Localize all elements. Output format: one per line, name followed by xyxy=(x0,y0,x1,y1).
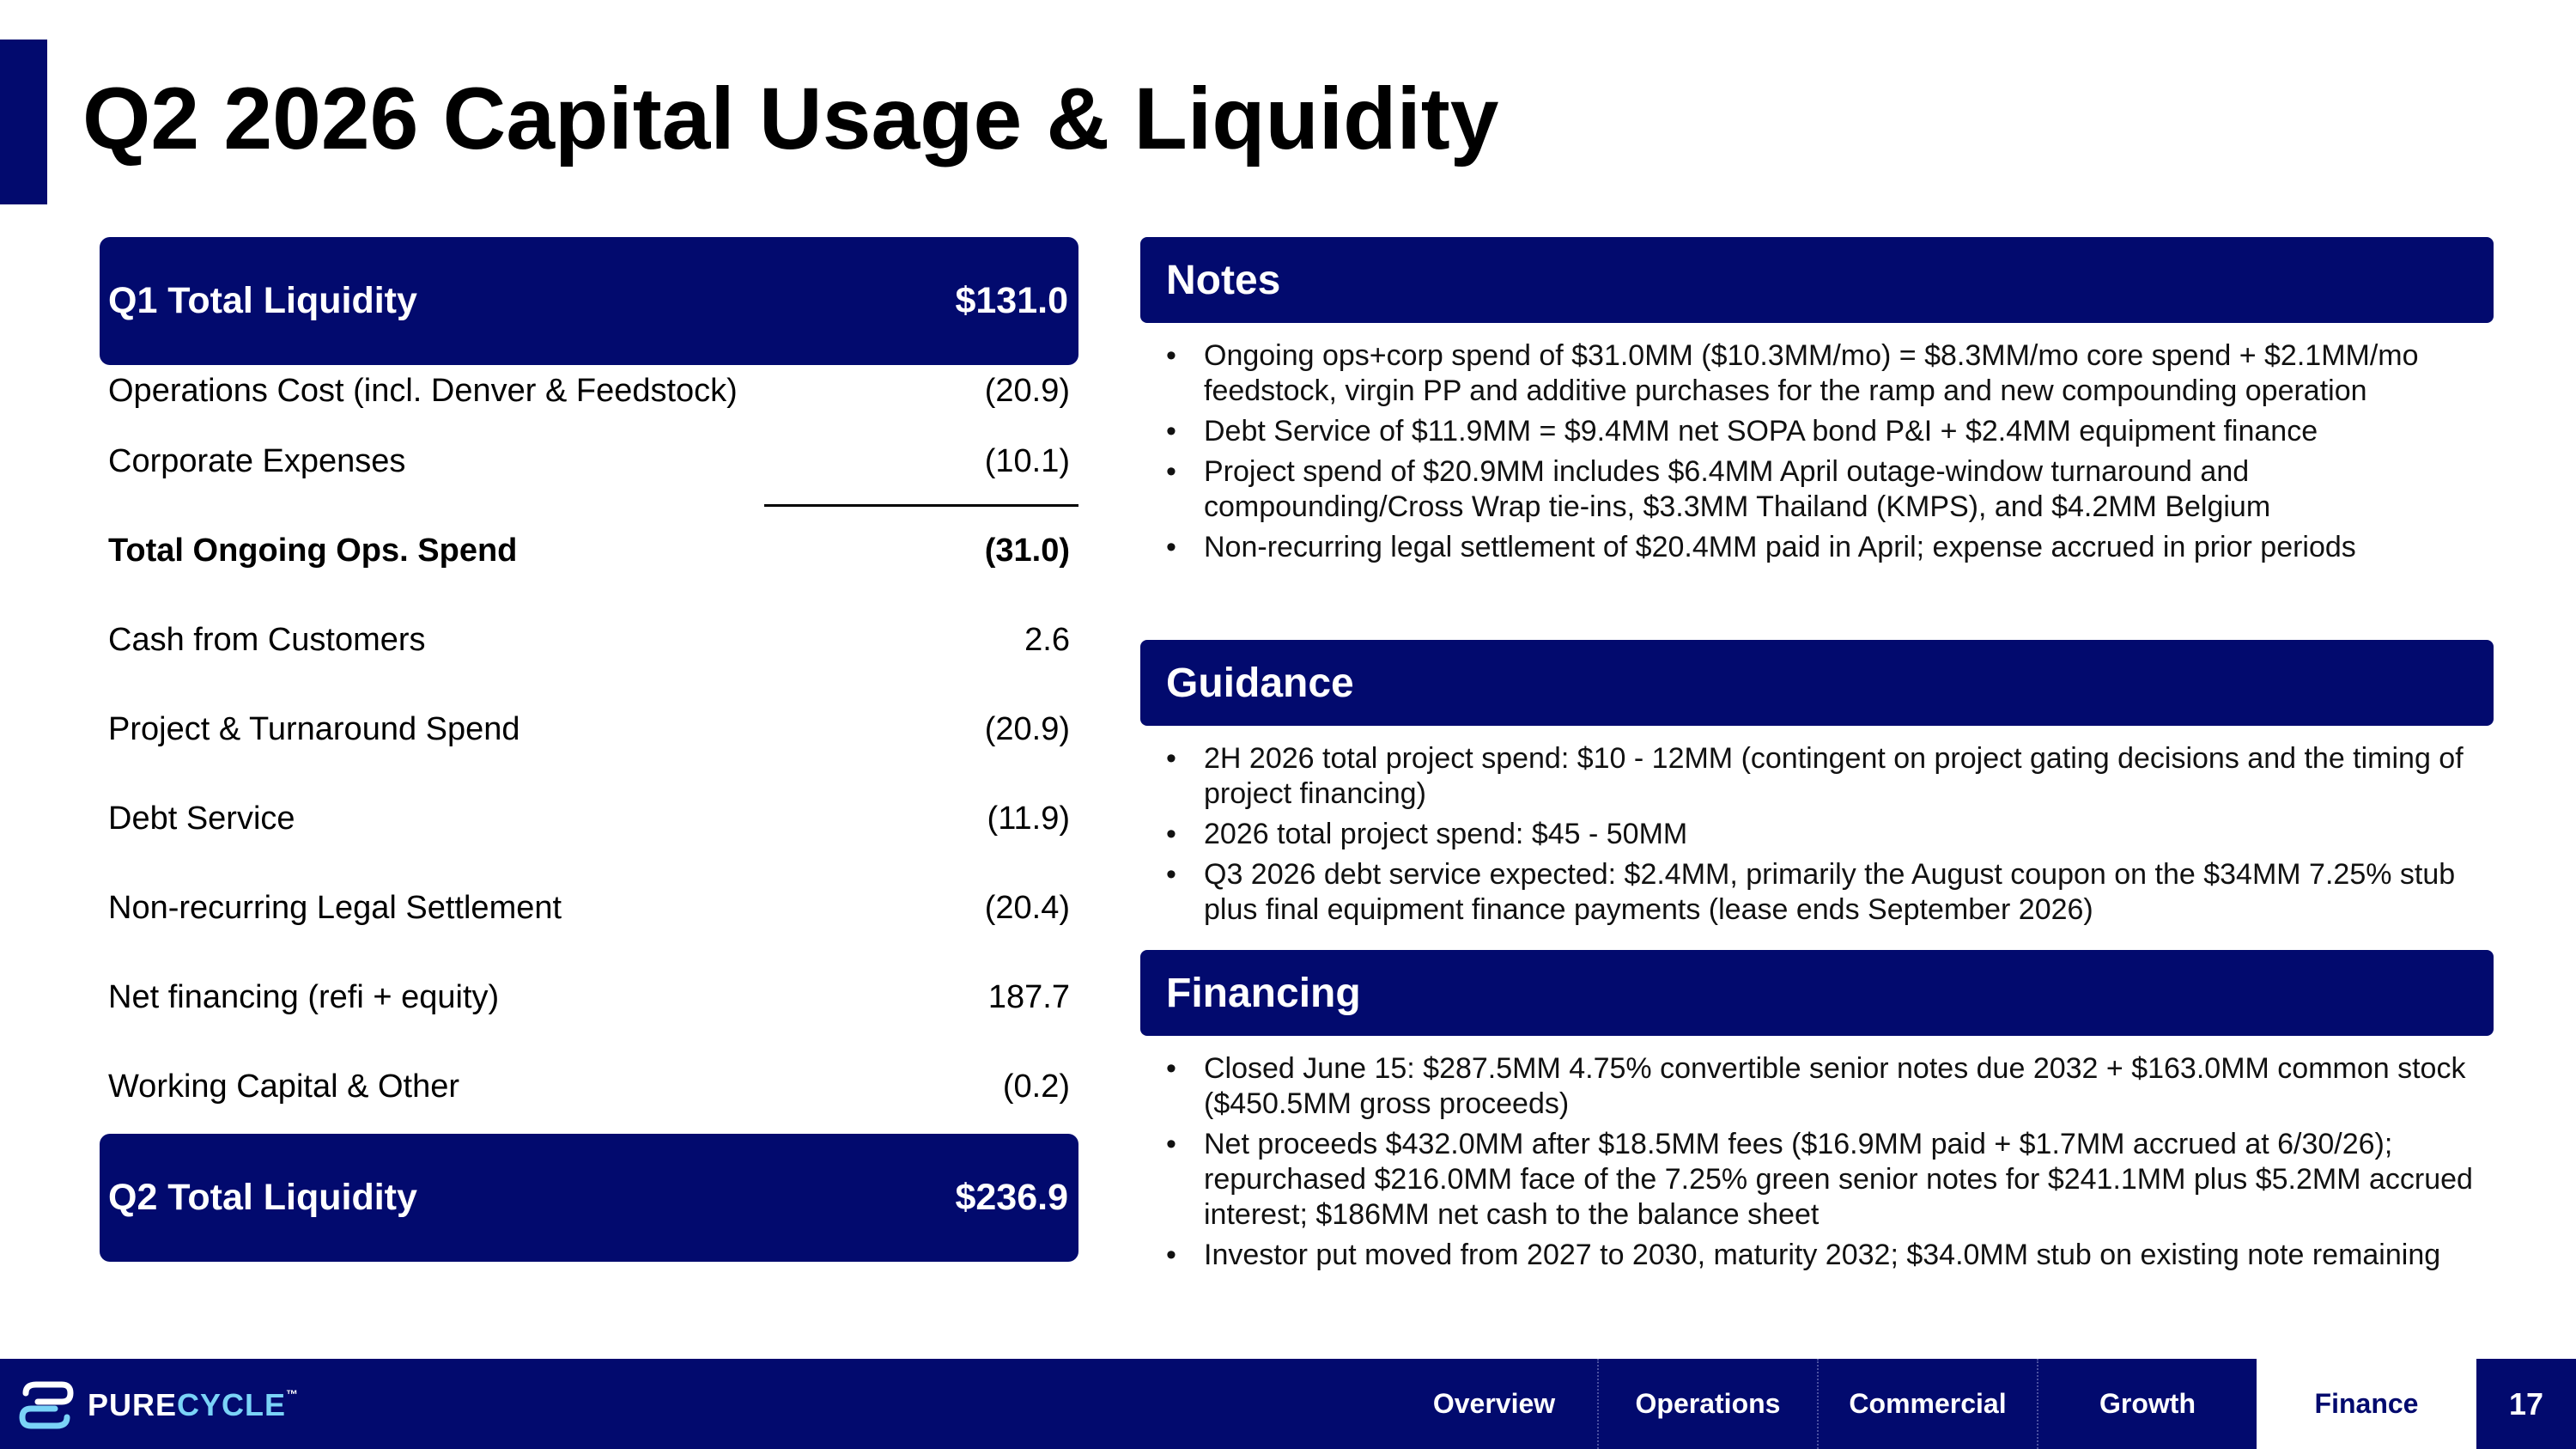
notes-bullet: • Debt Service of $11.9MM = $9.4MM net SO… xyxy=(1166,414,2480,449)
logo-cycle-text: CYCLE xyxy=(177,1387,287,1422)
section-nav: Overview Operations Commercial Growth Fi… xyxy=(1391,1359,2476,1449)
notes-bullet: • Non-recurring legal settlement of $20.4… xyxy=(1166,530,2480,565)
notes-bullet: • Ongoing ops+corp spend of $31.0MM ($10.… xyxy=(1166,338,2480,409)
guidance-bullet-text: 2026 total project spend: $45 - 50MM xyxy=(1204,818,1688,850)
bullet-dot-icon: • xyxy=(1166,1052,1176,1085)
financing-bullet-text: Investor put moved from 2027 to 2030, ma… xyxy=(1204,1239,2441,1271)
financing-bullet-text: Closed June 15: $287.5MM 4.75% convertib… xyxy=(1204,1052,2466,1120)
nav-operations[interactable]: Operations xyxy=(1597,1359,1817,1449)
liquidity-row: Net financing (refi + equity) 187.7 xyxy=(100,953,1078,1042)
nav-finance-label: Finance xyxy=(2314,1388,2419,1419)
liquidity-row-value: (10.1) xyxy=(984,442,1070,479)
guidance-bullet: • 2026 total project spend: $45 - 50MM xyxy=(1166,817,2480,852)
title-accent-bar xyxy=(0,40,47,204)
page-number: 17 xyxy=(2508,1385,2544,1422)
notes-bullet-text: Ongoing ops+corp spend of $31.0MM ($10.3… xyxy=(1204,339,2419,407)
notes-bullet-text: Non-recurring legal settlement of $20.4M… xyxy=(1204,531,2356,563)
guidance-bullet-text: Q3 2026 debt service expected: $2.4MM, p… xyxy=(1204,858,2456,926)
q2-total-liquidity-value: $236.9 xyxy=(955,1177,1068,1218)
financing-bullet-text: Net proceeds $432.0MM after $18.5MM fees… xyxy=(1204,1128,2473,1231)
liquidity-row-label: Net financing (refi + equity) xyxy=(108,978,500,1015)
nav-overview-label: Overview xyxy=(1432,1388,1556,1419)
nav-finance[interactable]: Finance xyxy=(2257,1359,2476,1449)
liquidity-row: Working Capital & Other (0.2) xyxy=(100,1042,1078,1131)
liquidity-row-value: (20.9) xyxy=(984,372,1070,409)
liquidity-row: Total Ongoing Ops. Spend (31.0) xyxy=(100,504,1078,595)
nav-commercial-label: Commercial xyxy=(1849,1388,2007,1419)
nav-growth[interactable]: Growth xyxy=(2037,1359,2257,1449)
purecycle-wordmark: PURECYCLE™ xyxy=(88,1387,299,1423)
notes-heading: Notes xyxy=(1166,257,1281,303)
bullet-dot-icon: • xyxy=(1166,415,1176,447)
liquidity-row-value: 187.7 xyxy=(987,978,1070,1015)
liquidity-row-label: Working Capital & Other xyxy=(108,1068,460,1105)
bullet-dot-icon: • xyxy=(1166,1239,1176,1271)
guidance-bullet: • 2H 2026 total project spend: $10 - 12MM… xyxy=(1166,741,2480,812)
subtotal-rule xyxy=(764,504,1078,507)
purecycle-logo[interactable]: PURECYCLE™ xyxy=(19,1381,299,1429)
guidance-bullet-text: 2H 2026 total project spend: $10 - 12MM … xyxy=(1204,742,2464,810)
financing-bullet: • Closed June 15: $287.5MM 4.75% converti… xyxy=(1166,1051,2480,1122)
q1-total-liquidity-label: Q1 Total Liquidity xyxy=(108,280,417,321)
liquidity-row: Operations Cost (incl. Denver & Feedstoc… xyxy=(100,365,1078,417)
financing-list: • Closed June 15: $287.5MM 4.75% converti… xyxy=(1166,1051,2480,1278)
bullet-dot-icon: • xyxy=(1166,1128,1176,1160)
liquidity-row-label: Debt Service xyxy=(108,800,295,837)
notes-bullet-text: Project spend of $20.9MM includes $6.4MM… xyxy=(1204,455,2271,523)
liquidity-row-value: 2.6 xyxy=(1024,621,1070,658)
purecycle-logo-icon xyxy=(19,1381,74,1429)
financing-bullet: • Net proceeds $432.0MM after $18.5MM fee… xyxy=(1166,1127,2480,1233)
liquidity-row-label: Project & Turnaround Spend xyxy=(108,710,520,747)
guidance-bullet: • Q3 2026 debt service expected: $2.4MM, … xyxy=(1166,857,2480,928)
guidance-list: • 2H 2026 total project spend: $10 - 12MM… xyxy=(1166,741,2480,933)
bullet-dot-icon: • xyxy=(1166,818,1176,850)
liquidity-row-label: Operations Cost (incl. Denver & Feedstoc… xyxy=(108,372,738,409)
liquidity-row-value: (20.9) xyxy=(984,710,1070,747)
page-title: Q2 2026 Capital Usage & Liquidity xyxy=(82,70,1499,167)
liquidity-row-label: Non-recurring Legal Settlement xyxy=(108,889,562,926)
notes-list: • Ongoing ops+corp spend of $31.0MM ($10.… xyxy=(1166,338,2480,570)
liquidity-row-label: Cash from Customers xyxy=(108,621,426,658)
bullet-dot-icon: • xyxy=(1166,455,1176,488)
liquidity-rows: Operations Cost (incl. Denver & Feedstoc… xyxy=(100,365,1078,1131)
liquidity-row-value: (0.2) xyxy=(1002,1068,1070,1105)
liquidity-row-value: (20.4) xyxy=(984,889,1070,926)
liquidity-row-label: Total Ongoing Ops. Spend xyxy=(108,532,518,569)
nav-growth-label: Growth xyxy=(2099,1388,2196,1419)
liquidity-row: Non-recurring Legal Settlement (20.4) xyxy=(100,863,1078,953)
bullet-dot-icon: • xyxy=(1166,858,1176,891)
q2-total-liquidity-label: Q2 Total Liquidity xyxy=(108,1177,417,1218)
liquidity-row-label: Corporate Expenses xyxy=(108,442,406,479)
liquidity-row: Cash from Customers 2.6 xyxy=(100,595,1078,685)
notes-bullet-text: Debt Service of $11.9MM = $9.4MM net SOP… xyxy=(1204,415,2318,447)
notes-header: Notes xyxy=(1140,237,2494,323)
financing-bullet: • Investor put moved from 2027 to 2030, m… xyxy=(1166,1238,2480,1273)
nav-overview[interactable]: Overview xyxy=(1391,1359,1597,1449)
liquidity-row: Corporate Expenses (10.1) xyxy=(100,417,1078,506)
nav-operations-label: Operations xyxy=(1635,1388,1781,1419)
liquidity-row: Project & Turnaround Spend (20.9) xyxy=(100,685,1078,774)
guidance-heading: Guidance xyxy=(1166,660,1354,706)
liquidity-row-value: (11.9) xyxy=(987,800,1070,837)
notes-bullet: • Project spend of $20.9MM includes $6.4M… xyxy=(1166,454,2480,525)
q1-total-liquidity-row: Q1 Total Liquidity $131.0 xyxy=(100,237,1078,365)
q2-total-liquidity-row: Q2 Total Liquidity $236.9 xyxy=(100,1134,1078,1262)
liquidity-table: Q1 Total Liquidity $131.0 Operations Cos… xyxy=(100,237,1078,1262)
liquidity-row: Debt Service (11.9) xyxy=(100,774,1078,863)
liquidity-row-value: (31.0) xyxy=(984,532,1070,569)
footer-bar: PURECYCLE™ Overview Operations Commercia… xyxy=(0,1359,2576,1449)
bullet-dot-icon: • xyxy=(1166,531,1176,563)
guidance-header: Guidance xyxy=(1140,640,2494,726)
financing-heading: Financing xyxy=(1166,970,1361,1016)
nav-commercial[interactable]: Commercial xyxy=(1817,1359,2037,1449)
bullet-dot-icon: • xyxy=(1166,339,1176,372)
logo-pure-text: PURE xyxy=(88,1387,178,1422)
bullet-dot-icon: • xyxy=(1166,742,1176,775)
logo-trademark: ™ xyxy=(286,1387,300,1401)
q1-total-liquidity-value: $131.0 xyxy=(955,280,1068,321)
financing-header: Financing xyxy=(1140,950,2494,1036)
